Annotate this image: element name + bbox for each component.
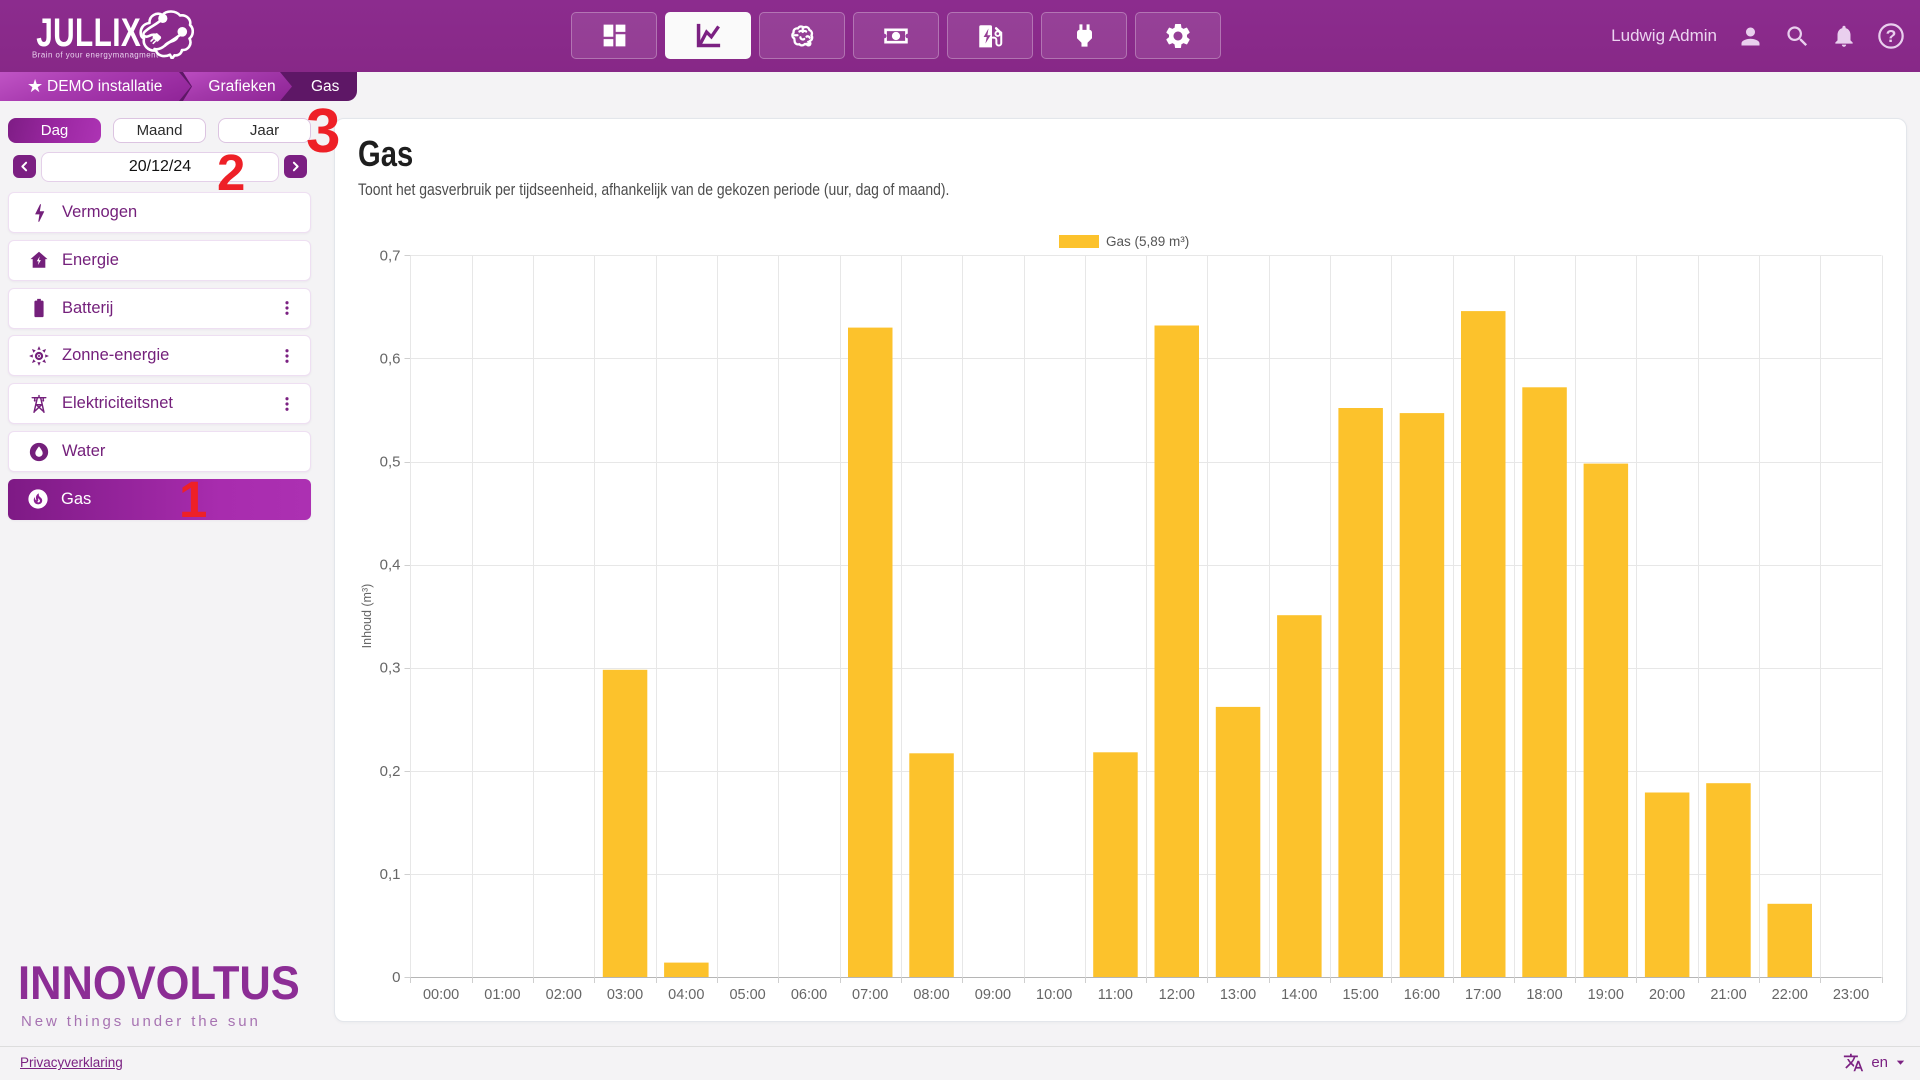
svg-text:Brain of your energymanagment: Brain of your energymanagment xyxy=(32,51,159,60)
svg-text:?: ? xyxy=(1886,26,1897,46)
svg-text:JULLIX: JULLIX xyxy=(36,11,141,55)
